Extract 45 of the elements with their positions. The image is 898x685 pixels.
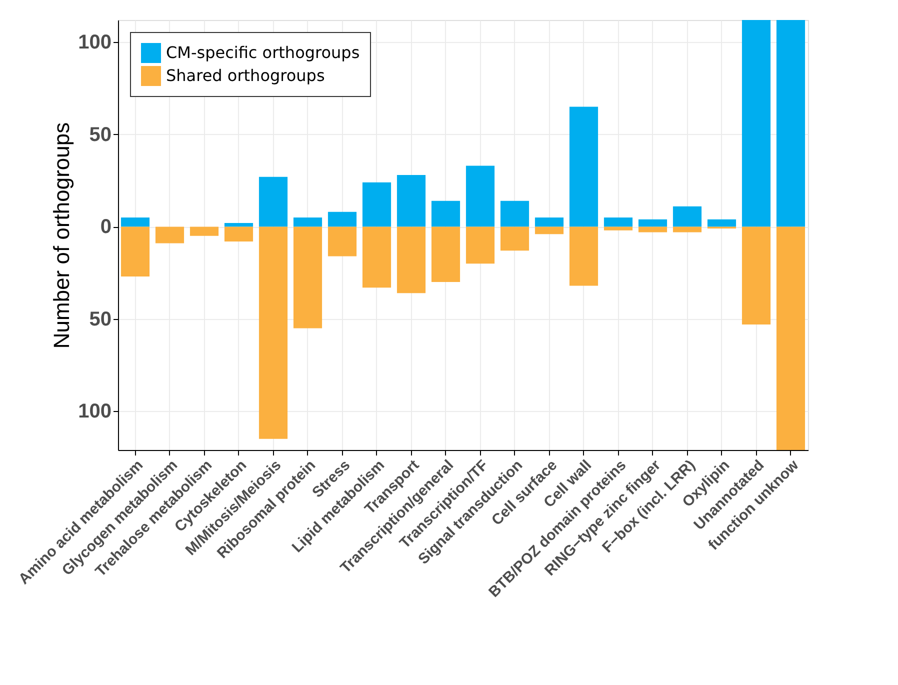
y-tick-label: 100: [78, 32, 112, 54]
bar: [500, 200, 530, 227]
bar: [258, 226, 288, 439]
bar: [672, 206, 702, 227]
bar: [293, 226, 322, 328]
bar: [776, 226, 806, 450]
bar: [569, 226, 598, 286]
bar: [638, 226, 668, 232]
y-tick-label: 0: [100, 216, 112, 238]
bar: [224, 223, 254, 227]
bar: [120, 226, 150, 277]
legend-label: Shared orthogroups: [166, 66, 325, 85]
bar: [431, 226, 460, 282]
bar: [190, 226, 219, 236]
bar: [742, 226, 771, 325]
bar: [466, 226, 495, 264]
bar: [328, 212, 357, 227]
bar: [604, 217, 633, 227]
bar: [707, 219, 736, 227]
y-axis-title: Number of orthogroups: [49, 122, 74, 349]
bar: [293, 217, 322, 227]
bar: [569, 106, 598, 227]
bar: [258, 176, 288, 227]
bar: [604, 226, 633, 230]
bar: [431, 200, 460, 227]
bar: [776, 20, 806, 227]
bar: [155, 226, 184, 244]
bar: [638, 219, 668, 227]
bar: [396, 175, 426, 227]
y-tick-label: 50: [89, 124, 112, 146]
bar: [534, 226, 564, 234]
bar: [742, 20, 771, 227]
bar: [466, 166, 495, 227]
bar: [672, 226, 702, 232]
y-tick-label: 50: [89, 308, 112, 330]
bar: [328, 226, 357, 256]
legend-label: CM-specific orthogroups: [166, 43, 360, 62]
bar: [534, 217, 564, 227]
bar: [396, 226, 426, 294]
bar: [500, 226, 530, 251]
bar: [362, 182, 392, 227]
bar: [120, 217, 150, 227]
bar: [362, 226, 392, 288]
bar: [224, 226, 254, 242]
y-tick-label: 100: [78, 400, 112, 423]
